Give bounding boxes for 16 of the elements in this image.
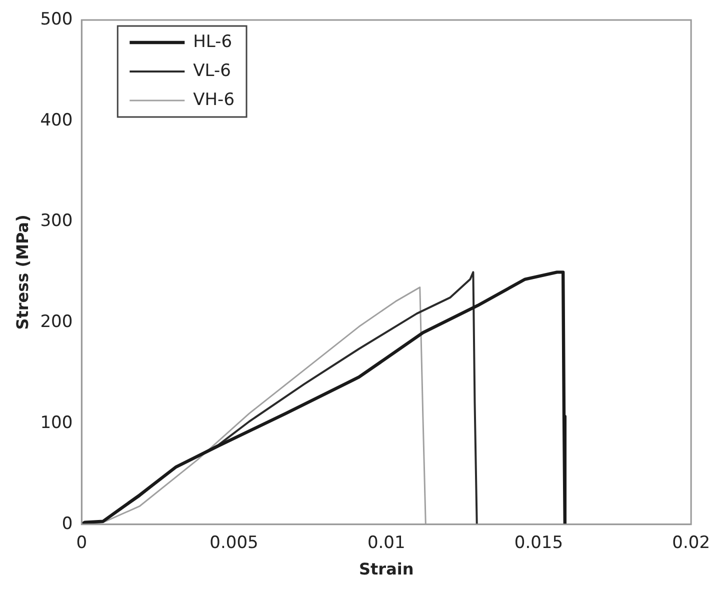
x-tick-label: 0.015 xyxy=(514,533,564,554)
y-tick-label: 500 xyxy=(40,9,73,30)
x-tick-label: 0.02 xyxy=(672,533,710,554)
y-tick-label: 0 xyxy=(62,514,73,534)
y-tick-label: 200 xyxy=(40,312,73,332)
y-axis-title: Stress (MPa) xyxy=(12,214,32,330)
legend-label: VH-6 xyxy=(193,90,235,110)
x-tick-label: 0 xyxy=(76,533,88,554)
y-tick-label: 400 xyxy=(40,110,73,130)
y-tick-label: 100 xyxy=(40,412,73,433)
x-axis-title: Strain xyxy=(358,560,414,579)
y-tick-label: 300 xyxy=(40,211,73,232)
legend-label: HL-6 xyxy=(193,32,232,52)
x-tick-label: 0.005 xyxy=(210,533,258,554)
legend-label: VL-6 xyxy=(193,60,231,81)
x-tick-label: 0.01 xyxy=(367,533,406,554)
